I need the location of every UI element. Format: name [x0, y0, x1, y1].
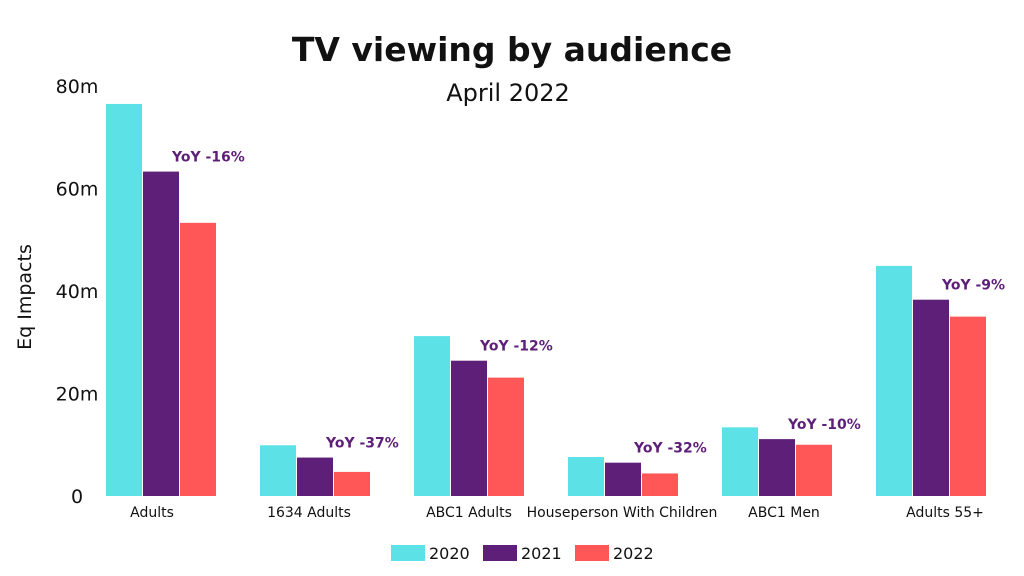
yoy-annotations: YoY -16% YoY -37% YoY -12% YoY -32% YoY -10%… [171, 150, 1005, 457]
legend: 2020 2021 2022 [391, 544, 654, 563]
bar-2021-3 [605, 462, 641, 496]
category-label: Adults [130, 505, 174, 521]
bar-2020-0 [106, 103, 142, 496]
bar-2020-5 [876, 265, 912, 496]
y-axis-ticks: 0 20m 40m 60m 80m [56, 76, 99, 508]
bar-2020-4 [722, 427, 758, 496]
bar-2022-1 [334, 471, 370, 496]
bar-2022-2 [488, 377, 524, 496]
y-tick-label: 60m [56, 179, 99, 201]
bar-2021-0 [143, 171, 179, 496]
chart-subtitle: April 2022 [446, 79, 570, 107]
y-tick-label: 0 [71, 486, 83, 508]
bar-2021-1 [297, 457, 333, 496]
category-labels: Adults 1634 Adults ABC1 Adults Houseperson … [130, 505, 984, 521]
category-label: Adults 55+ [906, 505, 984, 521]
chart-title: TV viewing by audience [292, 30, 732, 69]
yoy-annotation: YoY -16% [171, 150, 245, 166]
yoy-annotation: YoY -12% [479, 339, 553, 355]
yoy-annotation: YoY -32% [633, 441, 707, 457]
bar-2022-3 [642, 473, 678, 496]
bar-2020-1 [260, 445, 296, 496]
legend-label: 2020 [429, 544, 470, 563]
legend-swatch-2022 [575, 545, 609, 561]
legend-label: 2021 [521, 544, 562, 563]
y-tick-label: 20m [56, 384, 99, 406]
bar-2021-5 [913, 299, 949, 496]
bars [106, 103, 986, 496]
legend-swatch-2020 [391, 545, 425, 561]
bar-2021-2 [451, 360, 487, 496]
category-label: ABC1 Men [748, 505, 820, 521]
legend-swatch-2021 [483, 545, 517, 561]
bar-2021-4 [759, 439, 795, 496]
yoy-annotation: YoY -37% [325, 436, 399, 452]
y-axis-label: Eq Impacts [14, 244, 36, 350]
y-tick-label: 40m [56, 281, 99, 303]
category-label: Houseperson With Children [527, 505, 718, 521]
category-label: ABC1 Adults [426, 505, 512, 521]
bar-2022-5 [950, 316, 986, 496]
bar-2020-2 [414, 336, 450, 496]
y-tick-label: 80m [56, 76, 99, 98]
yoy-annotation: YoY -10% [787, 417, 861, 433]
category-label: 1634 Adults [267, 505, 351, 521]
bar-2022-0 [180, 222, 216, 496]
bar-2022-4 [796, 444, 832, 496]
legend-label: 2022 [613, 544, 654, 563]
bar-2020-3 [568, 457, 604, 496]
yoy-annotation: YoY -9% [941, 278, 1005, 294]
